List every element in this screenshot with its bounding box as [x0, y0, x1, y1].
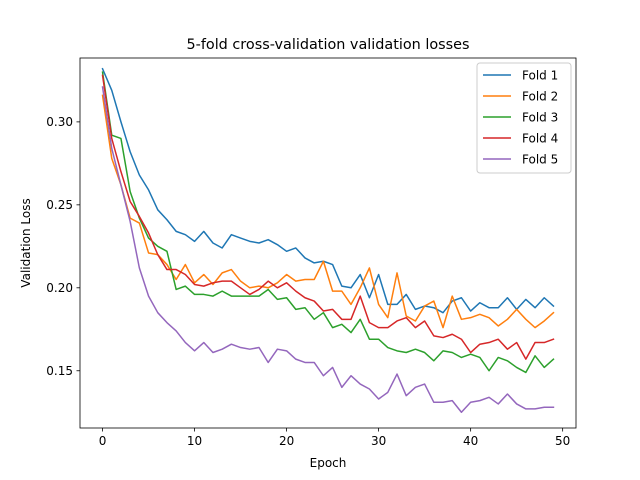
x-axis-ticks: 0 10 20 30 40 50: [99, 428, 570, 448]
x-tick-label: 0: [99, 434, 107, 448]
legend-label-fold-2: Fold 2: [522, 89, 558, 103]
y-axis-label: Validation Loss: [19, 198, 33, 287]
series-line-fold-4: [101, 74, 555, 360]
legend-label-fold-1: Fold 1: [522, 68, 558, 82]
series-line-fold-5: [101, 86, 555, 413]
y-tick-label: 0.25: [46, 198, 73, 212]
legend: Fold 1 Fold 2 Fold 3 Fold 4 Fold 5: [476, 62, 572, 174]
series-line-fold-1: [101, 67, 555, 314]
y-axis-ticks: 0.15 0.20 0.25 0.30: [46, 115, 80, 378]
plot-frame: [79, 57, 577, 429]
y-tick-label: 0.15: [46, 364, 73, 378]
legend-label-fold-4: Fold 4: [522, 131, 558, 145]
y-tick-label: 0.30: [46, 115, 73, 129]
x-tick-label: 20: [279, 434, 294, 448]
chart-title: 5-fold cross-validation validation losse…: [186, 37, 469, 53]
x-tick-label: 30: [371, 434, 386, 448]
series-line-fold-3: [101, 71, 555, 374]
legend-label-fold-3: Fold 3: [522, 110, 558, 124]
x-tick-label: 10: [187, 434, 202, 448]
x-tick-label: 50: [555, 434, 570, 448]
legend-box: [476, 62, 572, 174]
legend-label-fold-5: Fold 5: [522, 152, 558, 166]
y-tick-label: 0.20: [46, 281, 73, 295]
series-line-fold-2: [101, 94, 555, 329]
x-tick-label: 40: [463, 434, 478, 448]
x-axis-label: Epoch: [310, 456, 347, 470]
series-lines: [101, 67, 555, 413]
